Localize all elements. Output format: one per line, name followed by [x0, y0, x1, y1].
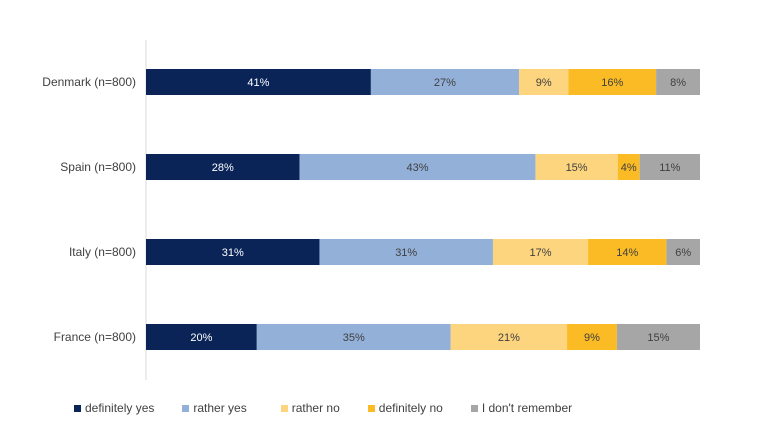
- legend-label: rather yes: [193, 401, 247, 415]
- bar-segments: [146, 69, 700, 350]
- bar-segment: [256, 324, 451, 350]
- data-label: 41%: [247, 77, 269, 89]
- data-labels: 41% 27% 9% 16% 8% 28% 43% 15% 4% 11% 31% 31% 17% 14% 6…: [190, 77, 691, 344]
- bar-segment: [656, 69, 700, 95]
- bar-segment: [666, 239, 700, 265]
- bar-segment: [370, 69, 519, 95]
- data-label: 8%: [670, 77, 686, 89]
- bar-segment: [319, 239, 493, 265]
- legend-swatch: [182, 404, 190, 412]
- bar-segment: [299, 154, 536, 180]
- category-label: France (n=800): [54, 330, 136, 344]
- legend-swatch: [367, 404, 375, 412]
- data-label: 20%: [190, 332, 212, 344]
- bar-segment: [535, 154, 618, 180]
- bar-segment: [616, 324, 700, 350]
- bar-segment: [518, 69, 569, 95]
- legend-item: rather yes: [182, 401, 247, 415]
- bar-segment: [617, 154, 640, 180]
- legend-item: definitely no: [367, 401, 443, 415]
- bar-segment: [639, 154, 700, 180]
- legend-label: definitely no: [378, 401, 443, 415]
- data-label: 21%: [498, 332, 520, 344]
- data-label: 4%: [621, 162, 637, 174]
- data-label: 15%: [647, 332, 669, 344]
- bar-segment: [492, 239, 589, 265]
- legend-item: definitely yes: [74, 401, 154, 415]
- legend-label: rather no: [291, 401, 340, 415]
- bar-segment: [567, 324, 617, 350]
- bar-segment: [146, 154, 300, 180]
- data-label: 15%: [566, 162, 588, 174]
- bar-segment: [146, 69, 371, 95]
- data-label: 14%: [616, 247, 638, 259]
- legend-item: rather no: [280, 401, 340, 415]
- legend: definitely yes rather yes rather no definit…: [74, 401, 572, 415]
- legend-item: I don't remember: [470, 401, 573, 415]
- bar-segment: [146, 239, 320, 265]
- data-label: 28%: [212, 162, 234, 174]
- data-label: 11%: [659, 162, 680, 174]
- bar-segment: [588, 239, 667, 265]
- category-label: Italy (n=800): [69, 245, 136, 259]
- data-label: 31%: [395, 247, 417, 259]
- data-label: 35%: [343, 332, 365, 344]
- legend-swatch: [74, 404, 81, 412]
- legend-label: definitely yes: [85, 401, 155, 415]
- legend-swatch: [470, 404, 478, 412]
- legend-label: I don't remember: [481, 401, 573, 415]
- category-labels: Denmark (n=800) Spain (n=800) Italy (n=800…: [42, 75, 136, 344]
- data-label: 9%: [536, 77, 552, 89]
- data-label: 6%: [675, 247, 691, 259]
- data-label: 17%: [530, 247, 552, 259]
- category-label: Denmark (n=800): [42, 75, 136, 89]
- data-label: 43%: [406, 162, 428, 174]
- data-label: 16%: [601, 77, 623, 89]
- legend-swatch: [280, 404, 288, 412]
- bar-segment: [146, 324, 257, 350]
- data-label: 31%: [222, 247, 244, 259]
- data-label: 9%: [584, 332, 600, 344]
- data-label: 27%: [434, 77, 456, 89]
- bar-segment: [568, 69, 657, 95]
- bar-segment: [450, 324, 568, 350]
- category-label: Spain (n=800): [60, 160, 136, 174]
